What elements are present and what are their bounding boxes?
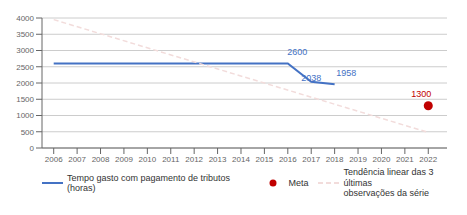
- html-text:Tempo gasto com pagamento de t: Tempo gasto com pagamento de tributos (h…: [67, 172, 231, 193]
- svg-text:2016: 2016: [279, 155, 297, 164]
- svg-text:2020: 2020: [373, 155, 391, 164]
- svg-text:1958: 1958: [336, 68, 356, 78]
- svg-text:2012: 2012: [185, 155, 203, 164]
- svg-text:2017: 2017: [302, 155, 320, 164]
- svg-text:2022: 2022: [419, 155, 437, 164]
- svg-text:2000: 2000: [16, 79, 34, 88]
- svg-text:2600: 2600: [287, 47, 307, 57]
- svg-text:4000: 4000: [16, 14, 34, 23]
- svg-text:2021: 2021: [396, 155, 414, 164]
- svg-text:500: 500: [21, 128, 35, 137]
- svg-text:1500: 1500: [16, 95, 34, 104]
- html-text:Tendência linear das 3 últimas: Tendência linear das 3 últimas observaçõ…: [343, 167, 434, 199]
- svg-text:2038: 2038: [301, 73, 321, 83]
- svg-text:2008: 2008: [92, 155, 110, 164]
- svg-text:2009: 2009: [115, 155, 133, 164]
- svg-text:2011: 2011: [162, 155, 180, 164]
- svg-text:2010: 2010: [138, 155, 156, 164]
- svg-text:2500: 2500: [16, 63, 34, 72]
- svg-text:2007: 2007: [68, 155, 86, 164]
- svg-text:2019: 2019: [349, 155, 367, 164]
- svg-text:2018: 2018: [326, 155, 344, 164]
- svg-text:2006: 2006: [45, 155, 63, 164]
- html-text:Meta: Meta: [288, 177, 309, 188]
- svg-text:0: 0: [30, 144, 35, 153]
- svg-text:2014: 2014: [232, 155, 250, 164]
- svg-text:1000: 1000: [16, 111, 34, 120]
- svg-text:2013: 2013: [209, 155, 227, 164]
- svg-text:3000: 3000: [16, 46, 34, 55]
- svg-text:3500: 3500: [16, 30, 34, 39]
- svg-text:2015: 2015: [256, 155, 274, 164]
- svg-text:1300: 1300: [411, 89, 431, 99]
